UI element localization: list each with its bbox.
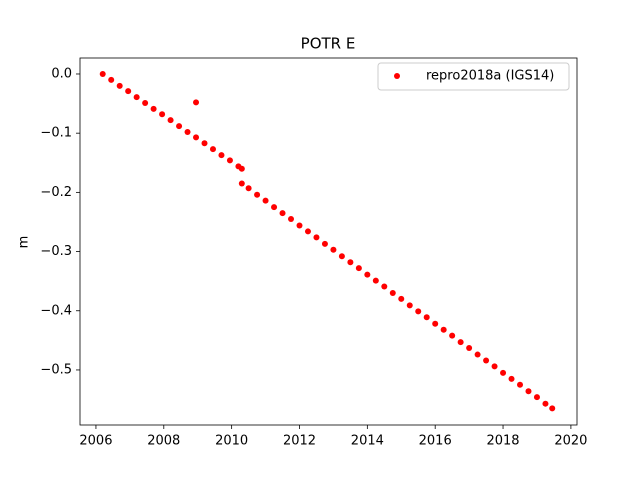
y-tick-label: −0.5	[40, 362, 72, 377]
point	[381, 283, 388, 290]
point	[218, 152, 225, 159]
point	[517, 381, 524, 388]
point	[184, 128, 191, 135]
point	[466, 345, 473, 352]
x-tick-label: 2008	[147, 434, 180, 449]
point	[542, 400, 549, 407]
point	[423, 314, 430, 321]
x-tick-label: 2012	[283, 434, 316, 449]
point	[238, 165, 245, 172]
y-tick-label: −0.3	[40, 244, 72, 259]
point	[406, 302, 413, 309]
point	[398, 295, 405, 302]
y-tick-label: −0.4	[40, 303, 72, 318]
point	[313, 234, 320, 241]
point	[226, 157, 233, 164]
legend-box	[377, 62, 570, 91]
point	[549, 405, 556, 412]
point	[193, 99, 200, 106]
point	[279, 210, 286, 217]
point	[159, 111, 166, 118]
y-tick-label: −0.2	[40, 185, 72, 200]
y-axis-label: m	[17, 236, 32, 249]
point	[209, 146, 216, 153]
point	[176, 123, 183, 130]
point	[321, 240, 328, 247]
point	[491, 363, 498, 370]
point	[389, 289, 396, 296]
x-tick-label: 2018	[486, 434, 519, 449]
point	[355, 265, 362, 272]
point	[254, 191, 261, 198]
point	[432, 320, 439, 327]
x-tick-label: 2006	[79, 434, 112, 449]
point	[500, 369, 507, 376]
point	[116, 82, 123, 89]
y-tick-label: 0.0	[51, 66, 72, 81]
point	[271, 204, 278, 211]
point	[304, 228, 311, 235]
legend-marker	[394, 73, 400, 79]
point	[440, 326, 447, 333]
point	[245, 185, 252, 192]
point	[533, 394, 540, 401]
point	[193, 134, 200, 141]
point	[201, 140, 208, 147]
plot-frame	[79, 57, 578, 426]
point	[238, 180, 245, 187]
point	[372, 277, 379, 284]
x-tick-label: 2016	[419, 434, 452, 449]
point	[142, 99, 149, 106]
point	[150, 105, 157, 112]
point	[364, 271, 371, 278]
point	[338, 253, 345, 260]
point	[449, 332, 456, 339]
point	[99, 70, 106, 77]
point	[133, 94, 140, 101]
point	[125, 88, 132, 95]
point	[330, 246, 337, 253]
point	[262, 197, 269, 204]
point	[288, 216, 295, 223]
point	[525, 388, 532, 395]
chart-title: POTR E	[301, 35, 356, 53]
legend-label: repro2018a (IGS14)	[426, 69, 554, 84]
point	[508, 375, 515, 382]
point	[108, 76, 115, 83]
point	[457, 339, 464, 346]
x-tick-label: 2010	[215, 434, 248, 449]
point	[474, 351, 481, 358]
point	[483, 357, 490, 364]
point	[296, 222, 303, 229]
point	[415, 308, 422, 315]
point	[167, 117, 174, 124]
x-tick-label: 2014	[351, 434, 384, 449]
point	[347, 259, 354, 266]
y-tick-label: −0.1	[40, 126, 72, 141]
x-tick-label: 2020	[554, 434, 587, 449]
